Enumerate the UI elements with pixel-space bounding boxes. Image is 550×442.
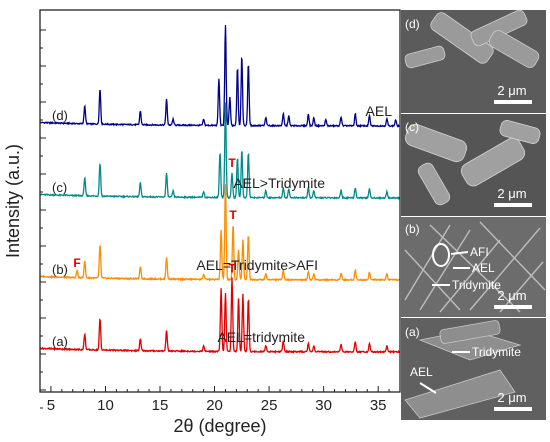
sem-panels: (d) 2 μm (c) 2 μm (b)	[401, 9, 546, 420]
trace-name: AEL=Tridymite>AFI	[196, 257, 318, 273]
sem-scale-bar-b	[494, 305, 532, 309]
xrd-trace-a	[39, 277, 401, 355]
x-tick-label: 10	[97, 397, 114, 414]
ael-arrow-a	[419, 382, 437, 394]
trace-name: AEL	[366, 103, 393, 119]
crystal-plates-a	[404, 320, 522, 419]
trace-name: AEL>Tridymite	[233, 175, 325, 191]
sem-panel-a: (a) Tridymite AEL 2 μm	[401, 318, 546, 420]
sem-scale-text-d: 2 μm	[497, 83, 526, 98]
trace-tag: (b)	[52, 262, 68, 277]
xrd-trace-b	[39, 184, 401, 283]
sem-scale-bar-a	[494, 407, 532, 411]
trace-tag: (d)	[52, 108, 68, 123]
sem-label-afi: AFI	[470, 245, 489, 259]
sem-panel-c: (c) 2 μm	[401, 114, 546, 216]
axis-ticks: 5 10 15 20 25 30 35	[39, 29, 401, 414]
y-axis-label: Intensity (a.u.)	[3, 144, 23, 258]
x-tick-label: 35	[370, 397, 387, 414]
trace-tag: (a)	[52, 334, 68, 349]
x-tick-label: 15	[152, 397, 169, 414]
xrd-traces	[39, 25, 401, 355]
trace-labels: (d) AEL (c) AEL>Tridymite (b) AEL=Tridymite>A…	[52, 103, 392, 349]
plot-frame	[39, 9, 401, 393]
trace-name: AEL=tridymite	[217, 329, 305, 345]
peak-annotation: T	[228, 156, 236, 170]
crystal-rods-c	[404, 120, 541, 206]
sem-label-tridymite-b: Tridymite	[452, 278, 501, 292]
sem-tag-c: (c)	[405, 120, 419, 134]
peak-annotations: T T F T	[73, 156, 237, 276]
sem-label-ael-b: AEL	[472, 261, 495, 275]
sem-tag-b: (b)	[405, 222, 420, 236]
sem-panel-b: (b) AFI AEL Tridymite 2 μm	[401, 217, 546, 317]
afi-arrow	[450, 251, 469, 255]
crystal-rods-d	[404, 9, 540, 69]
x-tick-label: 5	[47, 397, 55, 414]
sem-scale-text-b: 2 μm	[497, 288, 526, 303]
x-tick-label: 30	[315, 397, 332, 414]
crystal-mesh-b	[404, 221, 546, 313]
sem-label-ael-a: AEL	[410, 365, 433, 379]
sem-tag-a: (a)	[405, 325, 420, 339]
peak-annotation: T	[229, 208, 237, 222]
sem-scale-bar-d	[494, 100, 532, 104]
xrd-trace-d	[39, 25, 401, 129]
x-tick-label: 25	[261, 397, 278, 414]
afi-highlight-circle	[432, 243, 450, 267]
sem-scale-text-c: 2 μm	[497, 186, 526, 201]
sem-scale-text-a: 2 μm	[497, 390, 526, 405]
trace-tag: (c)	[52, 180, 67, 195]
sem-scale-bar-c	[494, 203, 532, 207]
sem-label-tridymite-a: Tridymite	[472, 345, 521, 359]
x-axis-label: 2θ (degree)	[173, 416, 266, 436]
peak-annotation: T	[228, 262, 236, 276]
sem-tag-d: (d)	[405, 17, 420, 31]
x-tick-label: 20	[206, 397, 223, 414]
peak-annotation: F	[73, 256, 80, 270]
xrd-trace-c	[39, 102, 401, 200]
sem-panel-d: (d) 2 μm	[401, 9, 546, 113]
xrd-chart: (d) AEL (c) AEL>Tridymite (b) AEL=Tridymite>A…	[3, 9, 401, 436]
